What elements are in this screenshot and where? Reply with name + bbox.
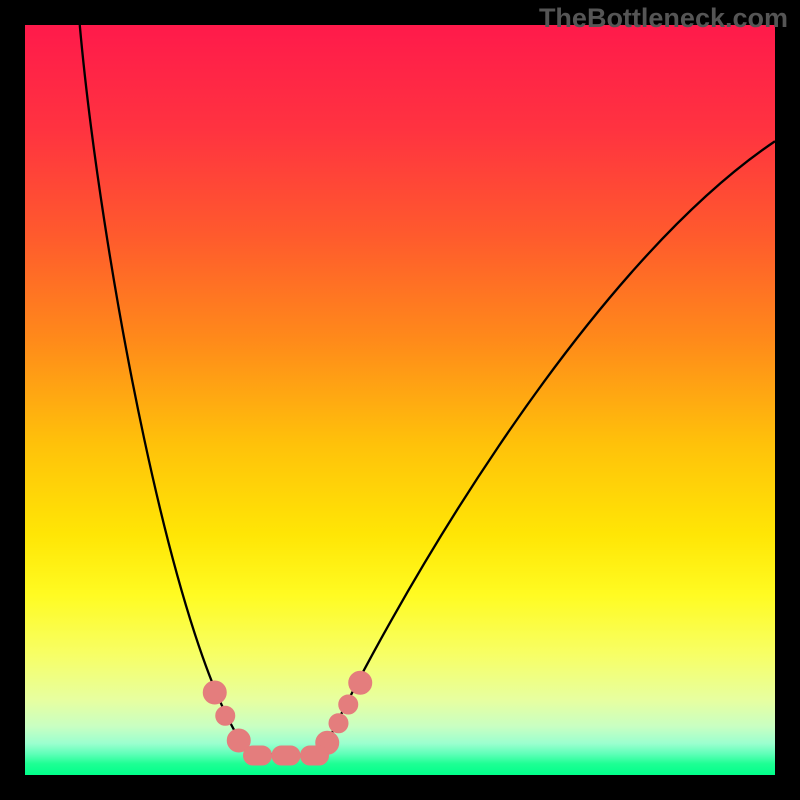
marker-floor bbox=[301, 746, 329, 765]
marker-right bbox=[339, 695, 358, 714]
marker-left bbox=[203, 681, 226, 704]
marker-right bbox=[329, 714, 348, 733]
marker-left bbox=[216, 706, 235, 725]
plot-background bbox=[25, 25, 775, 775]
chart-frame: TheBottleneck.com bbox=[0, 0, 800, 800]
marker-floor bbox=[244, 746, 272, 765]
marker-floor bbox=[272, 746, 300, 765]
bottleneck-chart bbox=[0, 0, 800, 800]
marker-right bbox=[349, 671, 372, 694]
